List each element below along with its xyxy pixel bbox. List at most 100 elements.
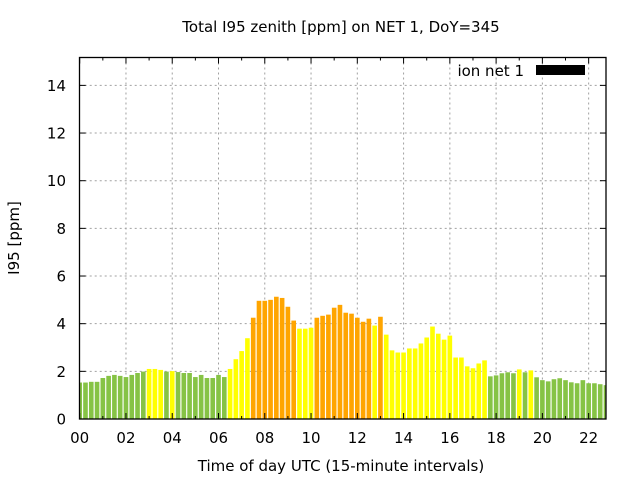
bar (314, 317, 320, 419)
x-tick-label: 04 (163, 429, 182, 447)
bar (233, 359, 239, 419)
x-tick-label: 00 (70, 429, 89, 447)
y-tick-label: 0 (56, 411, 66, 429)
bar (100, 378, 106, 419)
bar (302, 328, 308, 419)
bar (187, 373, 192, 419)
bar (430, 326, 435, 419)
bar (447, 335, 453, 419)
bar (175, 372, 181, 419)
bar (464, 366, 470, 419)
bar (407, 348, 412, 419)
bar (534, 377, 539, 419)
bar (227, 368, 233, 419)
bar (395, 352, 401, 419)
bar (169, 371, 175, 419)
bars (79, 296, 606, 419)
bar (493, 375, 499, 419)
bar (117, 375, 123, 419)
bar (568, 382, 574, 419)
bar (268, 299, 273, 419)
bar (470, 368, 476, 419)
bar (83, 382, 88, 419)
bar (326, 314, 331, 419)
bar (551, 379, 557, 419)
bar (441, 339, 447, 419)
y-tick-label: 2 (56, 363, 66, 381)
y-tick-label: 4 (56, 315, 66, 333)
bar (181, 373, 187, 419)
x-tick-label: 20 (533, 429, 552, 447)
bar (285, 306, 291, 419)
bar (580, 380, 586, 419)
bar (343, 312, 349, 419)
x-tick-label: 14 (394, 429, 413, 447)
legend: ion net 1 (457, 62, 585, 80)
bar (320, 315, 325, 419)
bar (516, 369, 522, 419)
bar (360, 321, 366, 419)
bar (135, 373, 140, 419)
y-tick-label: 12 (47, 125, 66, 143)
bar (592, 383, 597, 419)
bar (522, 372, 528, 419)
x-tick-label: 10 (301, 429, 320, 447)
ticks (79, 57, 606, 420)
x-tick-label: 06 (209, 429, 228, 447)
bar (245, 338, 250, 419)
bar (378, 316, 383, 419)
bar (511, 373, 516, 419)
bar (435, 333, 441, 419)
bar (164, 371, 169, 419)
bar (488, 376, 493, 419)
bar (597, 384, 603, 419)
bar (574, 383, 580, 419)
bar (586, 383, 591, 419)
bar (418, 343, 424, 419)
bar (482, 360, 487, 419)
bar (545, 381, 551, 419)
x-tick-label: 18 (487, 429, 506, 447)
x-axis-label: Time of day UTC (15-minute intervals) (197, 457, 484, 475)
bar (256, 300, 262, 419)
legend-swatch (536, 65, 585, 75)
plot-frame (78, 56, 607, 420)
y-tick-labels: 0 2 4 6 8 10 12 14 (47, 77, 66, 429)
y-tick-label: 14 (47, 77, 66, 95)
y-tick-label: 10 (47, 172, 66, 190)
x-tick-label: 22 (579, 429, 598, 447)
bar (279, 297, 285, 419)
x-tick-label: 02 (116, 429, 135, 447)
bar (123, 377, 129, 419)
bar (193, 377, 198, 419)
legend-label: ion net 1 (457, 62, 524, 80)
bar (204, 378, 210, 419)
bar (129, 374, 135, 419)
y-axis-label: I95 [ppm] (5, 201, 23, 275)
bar (459, 357, 464, 419)
bar (366, 318, 372, 419)
bar (152, 368, 158, 419)
bar (274, 296, 279, 419)
bar (563, 380, 568, 419)
bar (389, 350, 395, 419)
bar (540, 380, 545, 419)
bar (337, 304, 343, 419)
bar (505, 372, 510, 419)
bar (106, 375, 111, 419)
x-tick-label: 12 (348, 429, 367, 447)
bar (79, 382, 83, 419)
bar (349, 313, 354, 419)
bar (557, 378, 563, 419)
chart-title: Total I95 zenith [ppm] on NET 1, DoY=345 (181, 18, 499, 36)
x-tick-labels: 00 02 04 06 08 10 12 14 16 18 20 22 (70, 429, 598, 447)
bar (250, 317, 256, 419)
bar (112, 374, 117, 419)
bar (146, 368, 152, 419)
bar (499, 373, 505, 419)
bar (198, 374, 204, 419)
bar (308, 327, 314, 419)
bar (528, 370, 534, 419)
bar (412, 348, 418, 419)
